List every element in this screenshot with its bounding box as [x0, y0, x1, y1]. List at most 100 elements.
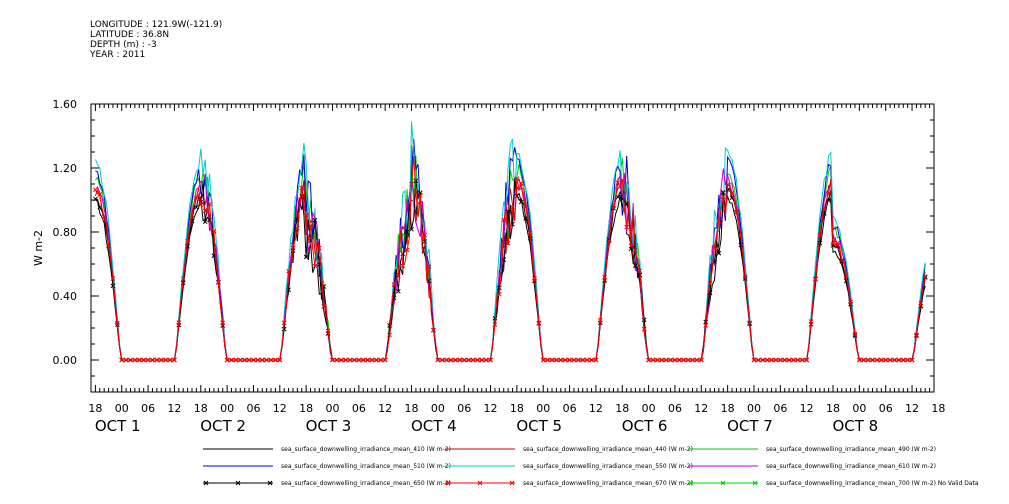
y-axis: 0.00 0.40 0.80 1.20 1.60	[53, 98, 934, 393]
x-tick-label: 18	[615, 402, 629, 415]
series-marker	[145, 357, 151, 363]
series-marker	[615, 180, 621, 185]
series-marker	[712, 244, 717, 250]
latitude-text: LATITUDE : 36.8N	[90, 30, 170, 40]
series-marker	[562, 357, 568, 363]
series-marker	[707, 281, 713, 287]
series-marker	[211, 228, 217, 234]
series-marker	[426, 278, 432, 284]
series-line	[95, 168, 926, 361]
series-marker	[747, 320, 752, 326]
series-marker	[268, 357, 274, 363]
series-marker	[540, 357, 546, 363]
series-marker	[343, 357, 349, 363]
series-marker	[593, 357, 599, 363]
series-marker	[633, 263, 638, 268]
series-marker	[510, 204, 515, 210]
series-marker	[887, 357, 893, 363]
series-marker	[422, 232, 428, 238]
series-marker	[114, 320, 120, 326]
series-marker	[150, 357, 155, 363]
series-marker	[685, 357, 691, 363]
series-marker	[251, 357, 256, 363]
x-date-label: OCT 6	[622, 417, 668, 435]
series-marker	[791, 357, 796, 363]
series-marker	[229, 357, 234, 363]
series-marker	[602, 274, 608, 280]
x-tick-label: 12	[273, 402, 287, 415]
series-marker	[821, 206, 827, 212]
x-tick-label: 12	[905, 402, 919, 415]
series-marker	[637, 268, 643, 274]
series-marker	[773, 357, 779, 363]
series-marker	[514, 176, 520, 182]
series-marker	[404, 247, 410, 253]
series-marker	[742, 274, 748, 279]
x-date-label: OCT 7	[727, 417, 773, 435]
series-marker	[922, 274, 928, 279]
series-marker	[549, 357, 555, 363]
y-tick-label: 1.60	[53, 98, 78, 111]
series-marker	[194, 195, 199, 201]
x-tick-label: 12	[800, 402, 814, 415]
series-marker	[857, 357, 862, 363]
x-tick-label: 18	[931, 402, 945, 415]
x-tick-label: 06	[879, 402, 893, 415]
series-marker	[650, 357, 656, 363]
series-marker	[413, 190, 419, 195]
x-axis: 18 00 06 12 18 00 06 12 18 00 06 12 18 00 06 12 18 00 06 12…	[88, 402, 945, 435]
series-marker	[277, 357, 283, 363]
series-marker	[777, 357, 783, 363]
x-tick-label: 06	[773, 402, 787, 415]
series-marker	[303, 254, 309, 260]
x-tick-label: 12	[484, 402, 498, 415]
series-marker	[826, 197, 831, 203]
series-marker	[839, 257, 845, 263]
series-marker	[870, 357, 875, 363]
legend-label: sea_surface_downwelling_irradiance_mean_…	[766, 446, 936, 453]
x-tick-label: 18	[721, 402, 735, 415]
x-tick-label: 12	[589, 402, 603, 415]
x-tick-label: 00	[747, 402, 761, 415]
x-tick-label: 00	[325, 402, 339, 415]
series-marker	[378, 357, 384, 363]
series-marker	[795, 357, 801, 363]
series-marker	[264, 357, 269, 363]
series-marker	[817, 233, 823, 239]
series-marker	[123, 357, 129, 363]
x-date-label: OCT 1	[95, 417, 141, 435]
series-marker	[97, 204, 103, 210]
y-tick-label: 0.00	[53, 354, 78, 367]
series-marker	[883, 357, 889, 363]
minor-ticks	[94, 104, 931, 392]
series-marker	[571, 357, 577, 363]
series-marker	[496, 291, 502, 297]
series-marker	[330, 357, 335, 363]
series-marker	[281, 320, 287, 326]
series-marker	[624, 224, 630, 230]
series-marker	[496, 285, 502, 291]
series-marker	[202, 208, 208, 214]
x-tick-label: 18	[826, 402, 840, 415]
legend-label: sea_surface_downwelling_irradiance_mean_…	[766, 480, 979, 487]
series-marker	[527, 230, 533, 236]
series-marker	[852, 331, 858, 337]
series-marker	[641, 317, 647, 323]
x-tick-label: 00	[220, 402, 234, 415]
series-marker	[690, 357, 695, 363]
x-tick-label: 00	[852, 402, 866, 415]
series-marker	[900, 357, 906, 363]
series-marker	[716, 218, 722, 224]
series-marker	[597, 317, 603, 323]
y-tick-label: 1.20	[53, 162, 78, 175]
series-marker	[558, 357, 564, 363]
header-metadata: LONGITUDE : 121.9W(-121.9) LATITUDE : 36…	[90, 20, 222, 60]
legend-label: sea_surface_downwelling_irradiance_mean_…	[281, 446, 451, 453]
series-marker	[663, 357, 669, 363]
legend-marker	[720, 480, 726, 486]
x-tick-label: 06	[141, 402, 155, 415]
series-marker	[290, 242, 296, 248]
series-marker	[606, 238, 612, 244]
legend-marker	[445, 480, 451, 486]
